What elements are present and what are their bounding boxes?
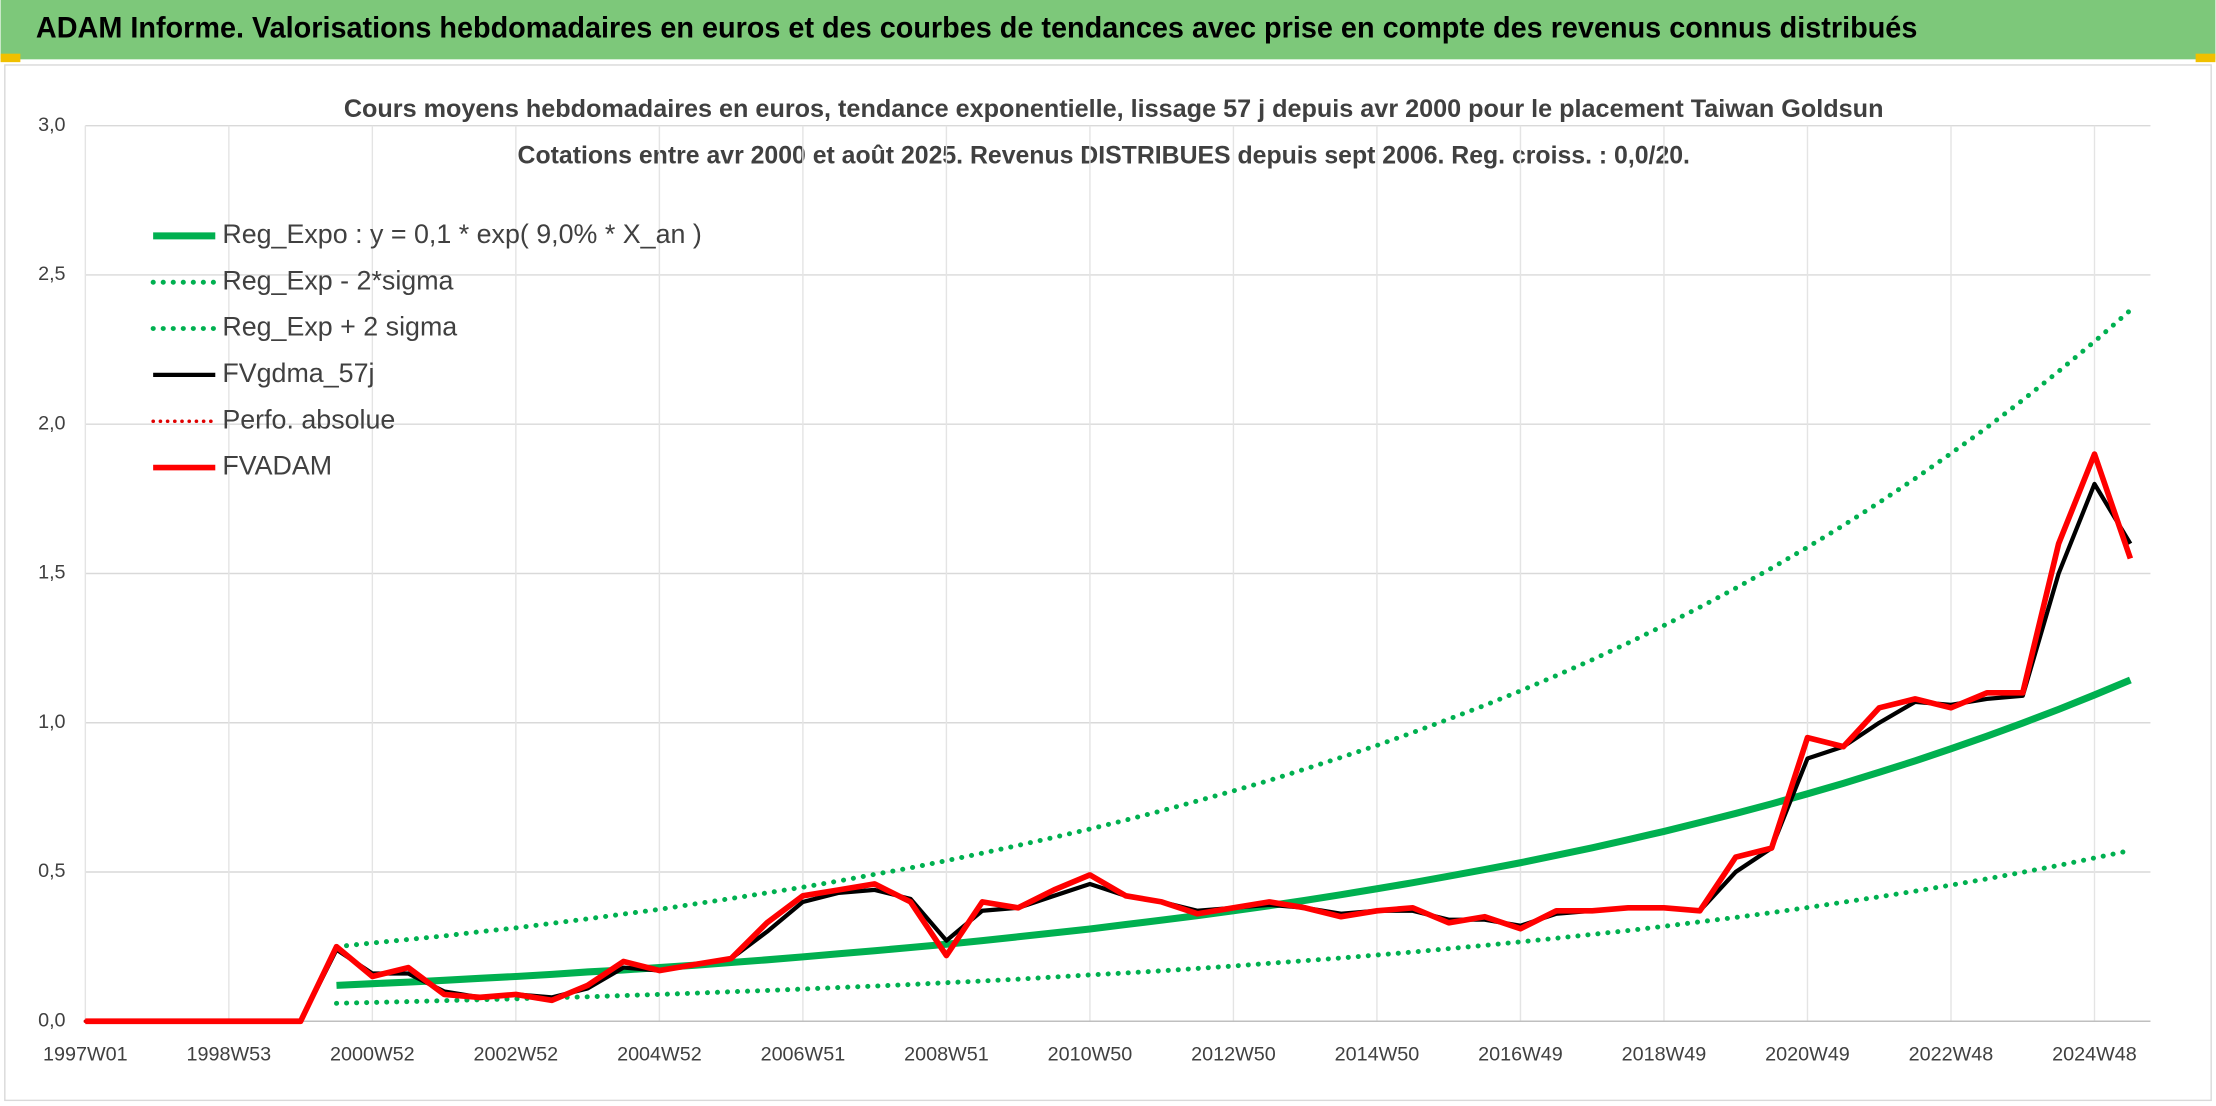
y-tick-label: 3,0 [38,114,65,136]
x-tick-label: 2014W50 [1335,1043,1420,1065]
header-band [0,0,2216,60]
y-tick-label: 0,0 [38,1009,65,1031]
y-tick-label: 1,5 [38,562,65,584]
x-tick-label: 2024W48 [2052,1043,2137,1065]
series-line [85,451,2134,1025]
legend-label: FVADAM [222,451,332,481]
corner-mark [2195,53,2216,63]
y-tick-label: 0,5 [38,860,65,882]
y-tick-label: 2,5 [38,263,65,285]
x-tick-label: 2004W52 [617,1043,702,1065]
legend-label: Perfo. absolue [222,404,395,434]
x-tick-label: 1998W53 [187,1043,272,1065]
legend-label: FVgdma_57j [222,358,374,388]
y-tick-label: 2,0 [38,412,65,434]
series-line [334,848,2133,1006]
x-tick-label: 2012W50 [1191,1043,1276,1065]
series-line [334,307,2133,950]
legend-label: Reg_Expo : y = 0,1 * exp( 9,0% * X_an ) [222,219,701,249]
x-tick-label: 2018W49 [1622,1043,1707,1065]
legend-label: Reg_Exp + 2 sigma [222,312,457,342]
x-tick-label: 2010W50 [1048,1043,1133,1065]
x-tick-label: 2020W49 [1765,1043,1850,1065]
chart-subtitle: Cotations entre avr 2000 et août 2025. R… [518,142,1690,170]
header-title: ADAM Informe. Valorisations hebdomadaire… [36,11,1917,44]
x-tick-label: 2006W51 [761,1043,846,1065]
legend-label: Reg_Exp - 2*sigma [222,265,453,295]
corner-mark [0,53,21,63]
x-tick-label: 2002W52 [474,1043,559,1065]
x-tick-label: 2016W49 [1478,1043,1563,1065]
x-tick-label: 1997W01 [43,1043,128,1065]
x-tick-label: 2008W51 [904,1043,989,1065]
x-tick-label: 2022W48 [1909,1043,1994,1065]
x-tick-label: 2000W52 [330,1043,415,1065]
y-tick-label: 1,0 [38,711,65,733]
chart-title: Cours moyens hebdomadaires en euros, ten… [344,95,1884,123]
